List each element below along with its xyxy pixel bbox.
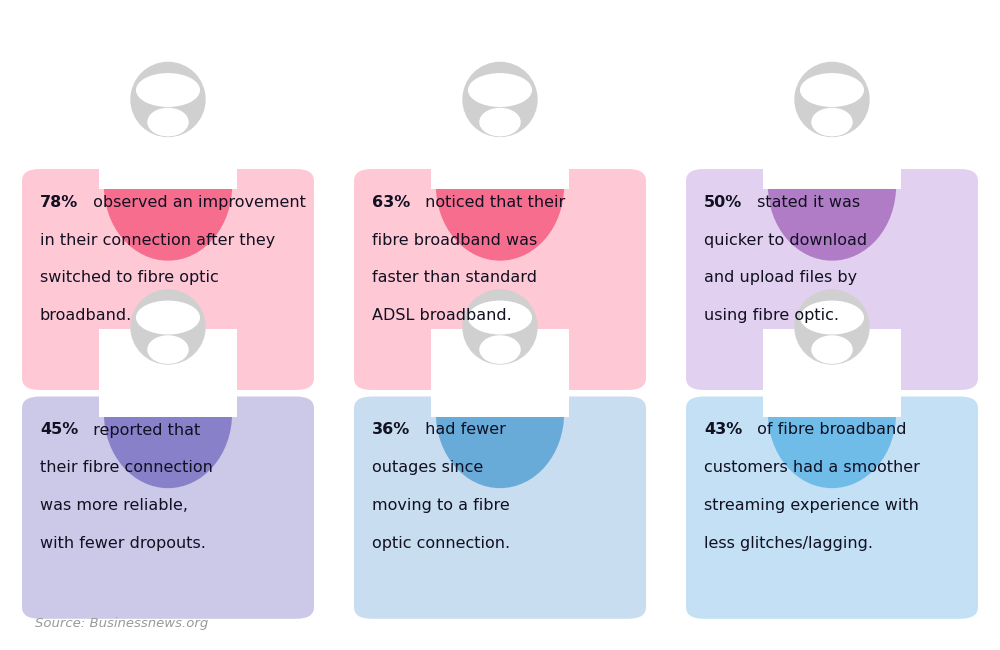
Text: optic connection.: optic connection. <box>372 536 510 551</box>
Bar <box>431 101 569 189</box>
FancyBboxPatch shape <box>354 169 646 390</box>
Bar <box>431 329 569 417</box>
Bar <box>99 329 237 417</box>
Text: broadband.: broadband. <box>40 308 132 323</box>
Text: Source: Businessnews.org: Source: Businessnews.org <box>35 618 208 630</box>
Text: stated it was: stated it was <box>752 195 860 210</box>
Ellipse shape <box>800 300 864 335</box>
Text: was more reliable,: was more reliable, <box>40 498 188 513</box>
Ellipse shape <box>794 289 870 365</box>
Ellipse shape <box>768 339 896 488</box>
Bar <box>99 101 237 189</box>
Ellipse shape <box>811 335 853 364</box>
Text: customers had a smoother: customers had a smoother <box>704 460 920 475</box>
Text: 36%: 36% <box>372 422 410 437</box>
Ellipse shape <box>104 111 232 261</box>
Ellipse shape <box>811 108 853 136</box>
Ellipse shape <box>468 300 532 335</box>
Ellipse shape <box>768 111 896 261</box>
Text: of fibre broadband: of fibre broadband <box>752 422 907 437</box>
Text: with fewer dropouts.: with fewer dropouts. <box>40 536 206 551</box>
FancyBboxPatch shape <box>686 169 978 390</box>
Ellipse shape <box>479 335 521 364</box>
Ellipse shape <box>479 108 521 136</box>
Ellipse shape <box>462 289 538 365</box>
FancyBboxPatch shape <box>22 169 314 390</box>
Text: quicker to download: quicker to download <box>704 233 867 248</box>
Text: 78%: 78% <box>40 195 78 210</box>
Text: outages since: outages since <box>372 460 483 475</box>
Text: had fewer: had fewer <box>420 422 506 437</box>
Text: 50%: 50% <box>704 195 742 210</box>
Ellipse shape <box>130 62 206 137</box>
Ellipse shape <box>800 73 864 107</box>
Text: fibre broadband was: fibre broadband was <box>372 233 537 248</box>
Text: using fibre optic.: using fibre optic. <box>704 308 839 323</box>
Text: moving to a fibre: moving to a fibre <box>372 498 510 513</box>
Text: faster than standard: faster than standard <box>372 270 537 285</box>
FancyBboxPatch shape <box>354 396 646 619</box>
Ellipse shape <box>104 339 232 488</box>
Text: observed an improvement: observed an improvement <box>88 195 306 210</box>
Text: and upload files by: and upload files by <box>704 270 857 285</box>
Ellipse shape <box>436 111 564 261</box>
Ellipse shape <box>130 289 206 365</box>
Text: reported that: reported that <box>88 422 200 437</box>
Text: in their connection after they: in their connection after they <box>40 233 275 248</box>
Text: 43%: 43% <box>704 422 742 437</box>
Ellipse shape <box>136 300 200 335</box>
Bar <box>763 101 901 189</box>
Ellipse shape <box>147 335 189 364</box>
Ellipse shape <box>136 73 200 107</box>
Text: noticed that their: noticed that their <box>420 195 565 210</box>
Ellipse shape <box>147 108 189 136</box>
Text: their fibre connection: their fibre connection <box>40 460 213 475</box>
Ellipse shape <box>468 73 532 107</box>
Text: 63%: 63% <box>372 195 410 210</box>
Bar <box>763 329 901 417</box>
Ellipse shape <box>462 62 538 137</box>
Text: 45%: 45% <box>40 422 78 437</box>
Text: less glitches/lagging.: less glitches/lagging. <box>704 536 873 551</box>
Ellipse shape <box>436 339 564 488</box>
Text: streaming experience with: streaming experience with <box>704 498 919 513</box>
Ellipse shape <box>794 62 870 137</box>
FancyBboxPatch shape <box>22 396 314 619</box>
Text: ADSL broadband.: ADSL broadband. <box>372 308 512 323</box>
Text: switched to fibre optic: switched to fibre optic <box>40 270 219 285</box>
FancyBboxPatch shape <box>686 396 978 619</box>
